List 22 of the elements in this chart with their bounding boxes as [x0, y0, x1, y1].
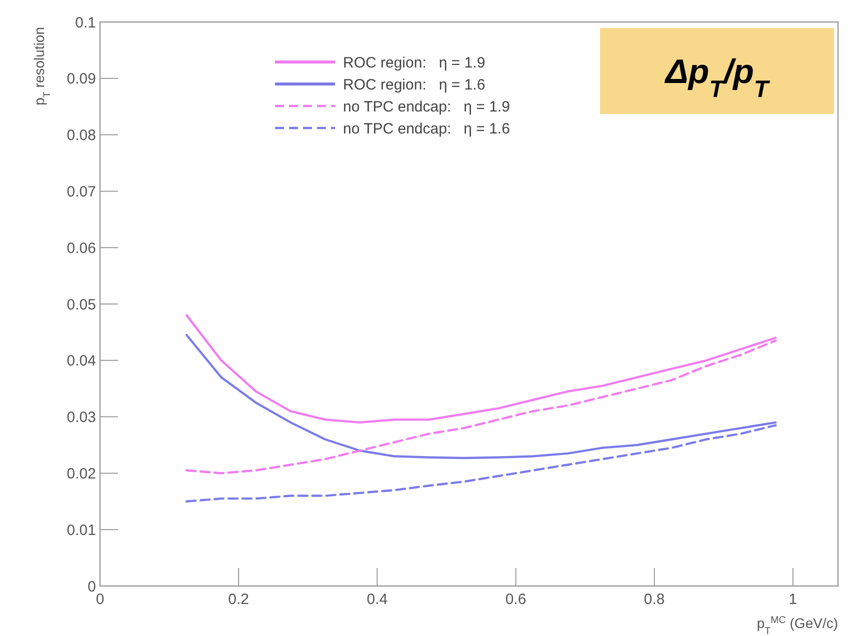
x-tick-label: 0.4	[366, 591, 388, 608]
y-tick-label: 0.08	[66, 127, 96, 144]
y-tick-label: 0.02	[66, 465, 96, 482]
y-tick-label: 0.07	[66, 183, 96, 200]
x-tick-label: 0.6	[505, 591, 526, 608]
annotation: Δp$_{T}$/p$_{T}$	[664, 52, 771, 102]
y-tick-label: 0.01	[66, 522, 96, 539]
y-tick-label: 0	[88, 578, 96, 596]
x-tick-label: 0.8	[644, 591, 665, 608]
y-tick-label: 0.05	[66, 296, 96, 314]
legend-label: no TPC endcap: η = 1.9	[343, 98, 510, 116]
y-tick-label: 0.04	[66, 352, 96, 370]
legend-label: no TPC endcap: η = 1.6	[343, 120, 510, 138]
y-tick-label: 0.06	[66, 240, 96, 257]
x-tick-label: 1	[788, 591, 798, 608]
y-tick-label: 0.1	[75, 14, 96, 32]
legend-label: ROC region: η = 1.9	[343, 54, 486, 72]
y-tick-label: 0.09	[66, 70, 96, 88]
x-axis-title: p$_{T}$$^{MC}$ (GeV/c)	[756, 614, 838, 636]
x-tick-label: 0.2	[228, 591, 250, 608]
legend-label: ROC region: η = 1.6	[343, 76, 486, 94]
y-tick-label: 0.03	[66, 409, 96, 426]
